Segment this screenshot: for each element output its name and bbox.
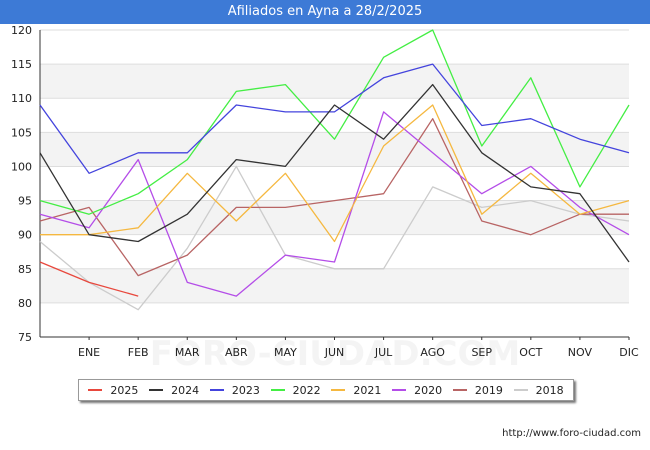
legend-item-2025: 2025 [88, 384, 138, 397]
y-axis-ticks: 75 80 85 90 95 100 105 110 115 120 [11, 24, 32, 344]
legend-label: 2019 [474, 383, 503, 397]
legend-item-2023: 2023 [209, 383, 260, 397]
y-tick-label: 85 [18, 263, 32, 276]
source-url: http://www.foro-ciudad.com [502, 428, 641, 439]
x-tick-label: JUN [324, 346, 345, 359]
legend: 2025 2024 2023 2022 2021 2020 2019 2018 [78, 379, 574, 401]
legend-label: 2018 [535, 383, 564, 397]
watermark: FORO-CIUDAD.COM [150, 334, 521, 374]
series-line-2024 [39, 83, 630, 263]
grid-band [40, 268, 629, 303]
legend-swatch [270, 389, 285, 391]
chart-title: Afiliados en Ayna a 28/2/2025 [0, 0, 650, 24]
x-tick-label: ABR [225, 346, 248, 359]
y-tick-label: 75 [18, 331, 32, 344]
legend-swatch [209, 389, 224, 391]
series-lines [39, 29, 630, 311]
legend-label: 2020 [414, 383, 443, 397]
legend-label: 2023 [231, 383, 260, 397]
legend-swatch [331, 389, 346, 391]
legend-label: 2024 [171, 383, 200, 397]
y-tick-label: 115 [11, 58, 32, 71]
legend-swatch [88, 389, 103, 391]
y-tick-label: 105 [11, 126, 32, 139]
y-tick-label: 95 [18, 195, 32, 208]
x-tick-label: JUL [374, 346, 393, 359]
x-tick-label: OCT [519, 346, 542, 359]
y-tick-label: 120 [11, 24, 32, 37]
y-tick-label: 90 [18, 229, 32, 242]
legend-swatch [452, 389, 467, 391]
y-tick-label: 110 [11, 92, 32, 105]
x-tick-label: MAY [274, 346, 297, 359]
legend-item-2020: 2020 [392, 384, 442, 397]
legend-item-2018: 2018 [513, 383, 564, 397]
legend-swatch [149, 389, 164, 391]
series-line-2021 [40, 104, 630, 243]
series-line-2025 [39, 261, 139, 297]
legend-swatch [513, 389, 528, 391]
legend-label: 2025 [110, 383, 139, 397]
x-tick-label: AGO [420, 346, 445, 359]
y-tick-label: 80 [18, 297, 32, 310]
x-tick-label: FEB [128, 346, 149, 359]
x-tick-label: MAR [175, 346, 200, 359]
series-line-2022 [39, 29, 630, 215]
y-tick-label: 100 [11, 160, 32, 173]
x-tick-label: ENE [78, 346, 100, 359]
x-tick-label: NOV [568, 346, 593, 359]
legend-label: 2022 [292, 383, 321, 397]
grid-band [40, 200, 629, 235]
legend-item-2022: 2022 [270, 383, 321, 397]
series-line-2018 [39, 165, 630, 311]
x-axis-ticks: ENE FEB MAR ABR MAY JUN JUL AGO SEP OCT NOV DIC [78, 337, 639, 359]
series-line-2023 [39, 63, 630, 174]
legend-swatch [392, 389, 407, 391]
legend-item-2021: 2021 [331, 384, 381, 397]
grid-band [40, 64, 629, 99]
grid-band [40, 132, 629, 167]
series-line-2020 [39, 111, 630, 297]
legend-item-2024: 2024 [149, 384, 199, 397]
series-line-2019 [39, 118, 629, 277]
legend-label: 2021 [353, 383, 382, 397]
x-tick-label: DIC [619, 346, 639, 359]
plot-bands [40, 64, 629, 303]
legend-item-2019: 2019 [452, 383, 503, 397]
x-tick-label: SEP [471, 346, 492, 359]
